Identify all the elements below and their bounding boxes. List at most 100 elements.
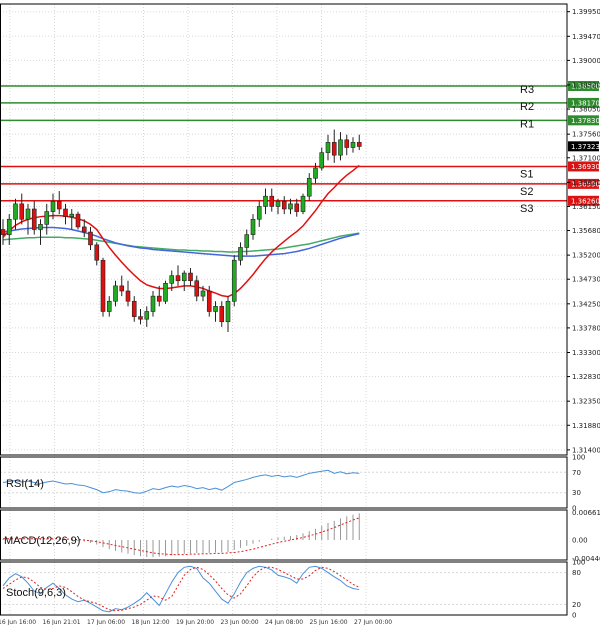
y-tick-label: 1.39000: [572, 57, 600, 65]
candle-body: [238, 247, 243, 261]
candle-body: [338, 139, 343, 156]
level-name-r2: R2: [520, 101, 534, 113]
y-tick-label: 1.38050: [572, 106, 600, 114]
candle-body: [181, 272, 187, 282]
macd-label: MACD(12,26,9): [4, 535, 80, 547]
y-tick-label: 1.32830: [572, 373, 600, 381]
level-price-label: 1.37830: [571, 117, 600, 125]
rsi-tick-label: 70: [572, 469, 581, 477]
candle-body: [281, 201, 287, 210]
panel-frames: [0, 3, 568, 616]
rsi-line: [2, 469, 360, 494]
macd-panel: 0.006619 0.00 -0.004409 MACD(12,26,9): [2, 509, 600, 563]
ma-red-line: [2, 164, 360, 298]
candle-body: [125, 290, 131, 302]
candle-body: [319, 152, 325, 169]
level-price-box: [568, 97, 599, 108]
candle-body: [225, 300, 231, 323]
y-tick-label: 1.35680: [572, 227, 600, 235]
level-price-label: 1.38500: [571, 83, 600, 91]
x-tick-label: 16 Jun 21:01: [43, 619, 81, 625]
candle-body: [106, 300, 112, 312]
candle-body: [213, 306, 218, 312]
y-tick-label: 1.39950: [572, 8, 600, 16]
panel-frame: [0, 3, 568, 456]
candle-body: [56, 201, 62, 210]
candle-body: [175, 275, 181, 282]
candle-body: [0, 229, 6, 235]
candle-body: [331, 142, 337, 156]
x-tick-label: 18 Jun 12:00: [132, 619, 170, 625]
candle-body: [194, 280, 200, 297]
candle-body: [325, 142, 331, 153]
level-price-box: [568, 81, 599, 91]
ma-green-line: [2, 232, 360, 253]
candle-body: [131, 300, 137, 317]
moving-averages: [2, 164, 360, 298]
y-tick-label: 1.35200: [572, 252, 600, 260]
rsi-tick-label: 100: [572, 454, 585, 462]
candle-body: [113, 285, 118, 302]
y-tick-label: 1.37100: [572, 154, 600, 162]
candle-body: [150, 295, 156, 312]
candle-body: [69, 213, 75, 217]
y-tick-label: 1.38520: [572, 81, 600, 89]
candle-body: [244, 234, 250, 248]
candle-body: [63, 208, 68, 217]
current-price-box: [568, 141, 599, 152]
rsi-label: RSI(14): [6, 478, 44, 490]
level-price-box: [568, 161, 599, 172]
candle-body: [25, 208, 31, 220]
current-price-label: 1.37323: [571, 143, 600, 151]
stoch-label: Stoch(9,6,3): [6, 587, 66, 599]
candle-body: [344, 139, 350, 148]
macd-tick-label: -0.004409: [572, 555, 600, 563]
x-tick-label: 19 Jun 20:00: [176, 619, 214, 625]
rsi-panel: 100 70 30 0 RSI(14): [0, 454, 585, 513]
stoch-tick-label: 0: [572, 612, 576, 620]
candle-body: [119, 285, 125, 292]
candle-body: [144, 311, 150, 320]
rsi-tick-label: 30: [572, 489, 581, 497]
level-name-r3: R3: [520, 84, 534, 96]
candle-body: [88, 231, 93, 246]
candle-body: [200, 290, 206, 297]
x-tick-label: 27 Jun 00:00: [354, 619, 392, 625]
y-tick-label: 1.31880: [572, 422, 600, 430]
x-tick-label: 25 Jun 16:00: [310, 619, 348, 625]
candle-body: [44, 211, 50, 225]
candle-body: [138, 316, 143, 320]
candle-body: [250, 218, 256, 235]
stoch-k-line: [2, 565, 360, 613]
candle-body: [6, 218, 12, 235]
y-tick-label: 1.34730: [572, 276, 600, 284]
y-tick-label: 1.34250: [572, 300, 600, 308]
stoch-panel: 100 80 20 0 Stoch(9,6,3): [0, 559, 585, 620]
candle-body: [188, 272, 193, 282]
candle-body: [263, 195, 268, 207]
candle-body: [81, 226, 87, 233]
stoch-tick-label: 20: [572, 601, 581, 609]
level-name-r1: R1: [520, 118, 534, 130]
x-tick-label: 17 Jun 06:00: [87, 619, 125, 625]
panel-frame: [0, 509, 568, 561]
time-axis: 16 Jun 16:00 16 Jun 21:01 17 Jun 06:00 18 J…: [0, 619, 392, 625]
level-name-s3: S3: [520, 203, 533, 215]
candle-body: [275, 201, 281, 207]
macd-tick-label: 0.00: [572, 537, 588, 545]
y-tick-label: 1.33300: [572, 349, 600, 357]
level-name-s2: S2: [520, 186, 533, 198]
y-tick-label: 1.31400: [572, 446, 600, 454]
level-price-label: 1.36590: [571, 180, 600, 188]
candle-body: [100, 259, 106, 312]
level-price-label: 1.36930: [571, 163, 600, 171]
y-tick-label: 1.39470: [572, 33, 600, 41]
candle-body: [256, 206, 262, 220]
level-price-box: [568, 115, 599, 126]
y-tick-label: 1.37560: [572, 131, 600, 139]
stoch-tick-label: 80: [572, 569, 581, 577]
candle-body: [163, 283, 168, 302]
candle-body: [206, 290, 212, 312]
candle-body: [94, 244, 100, 261]
